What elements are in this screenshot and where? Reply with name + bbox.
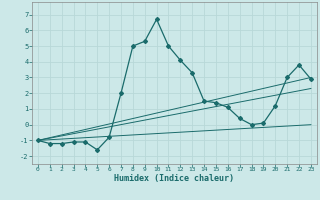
X-axis label: Humidex (Indice chaleur): Humidex (Indice chaleur) [115,174,234,183]
